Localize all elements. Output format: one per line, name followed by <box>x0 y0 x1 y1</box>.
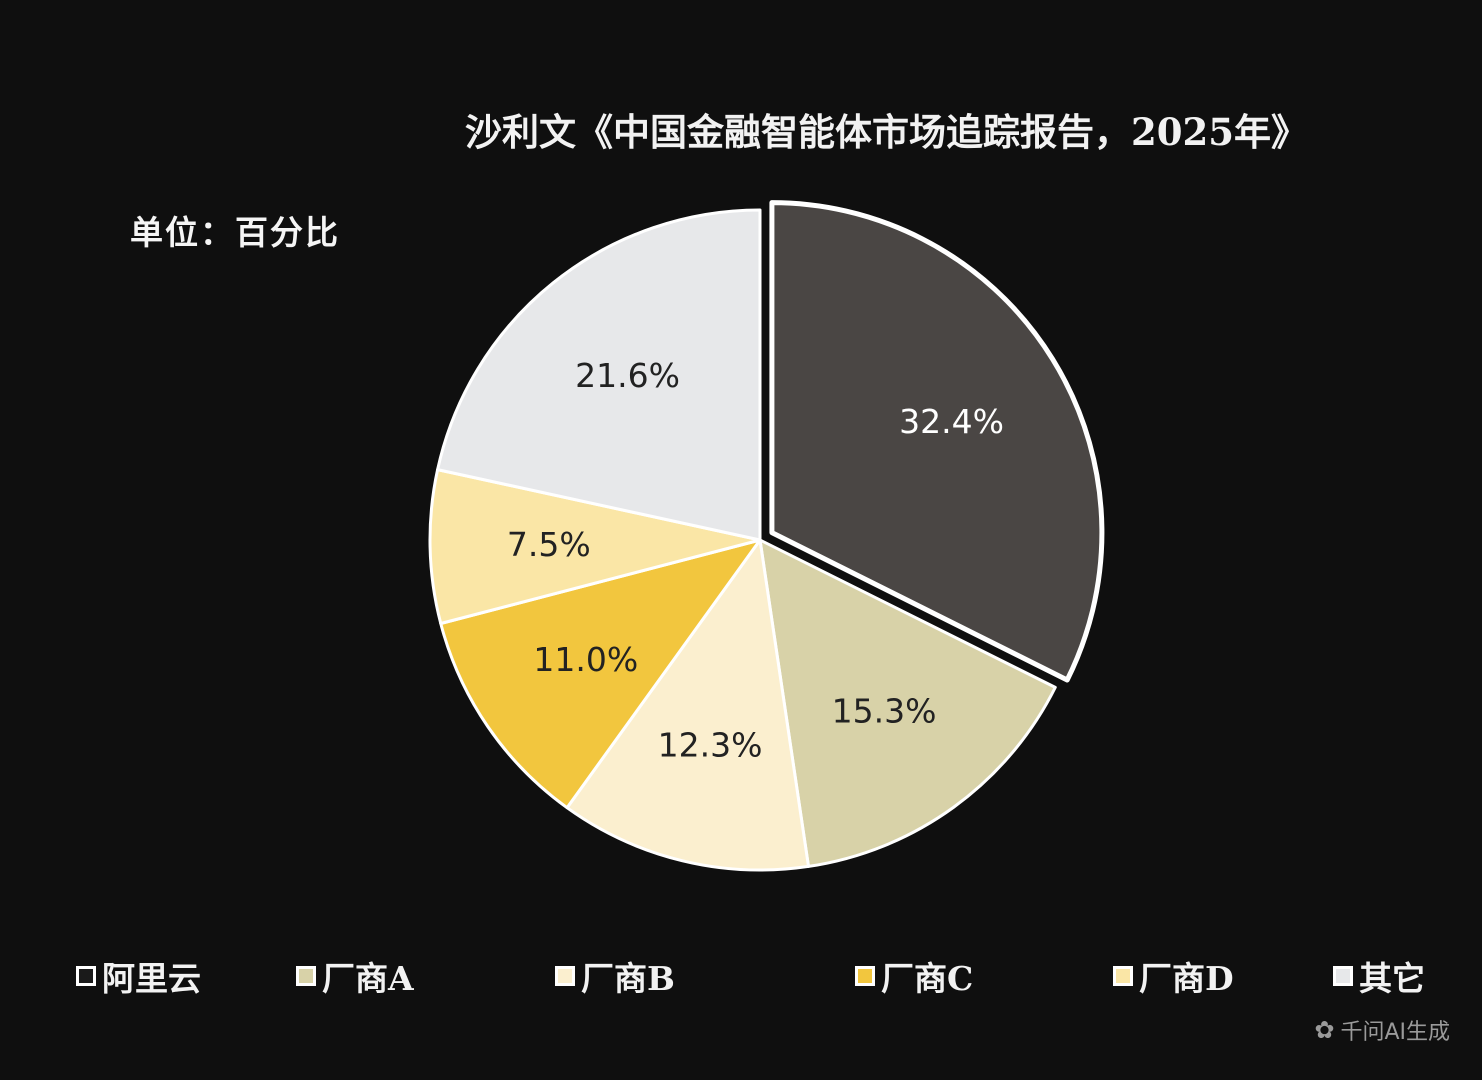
data-label: 7.5% <box>507 525 591 564</box>
pie-slice-group: 11.0% <box>439 538 762 810</box>
pie-slice <box>769 200 1105 683</box>
legend-item: 厂商A <box>296 952 414 1000</box>
legend-item: 厂商D <box>1113 952 1234 1000</box>
chart-legend: 阿里云 厂商A 厂商B 厂商C 厂商D 其它 <box>0 952 1482 1002</box>
legend-item: 厂商C <box>855 952 973 1000</box>
legend-label: 其它 <box>1359 959 1425 998</box>
pie-slice <box>439 538 762 810</box>
legend-swatch <box>296 966 316 986</box>
legend-swatch <box>1113 966 1133 986</box>
legend-label: 厂商C <box>881 959 974 998</box>
legend-label: 厂商D <box>1139 959 1234 998</box>
qianwen-logo-icon: ✿ <box>1314 1016 1335 1044</box>
legend-item: 厂商B <box>555 952 675 1000</box>
pie-slice <box>436 208 762 542</box>
pie-slice-group: 15.3% <box>758 538 1057 868</box>
pie-slice <box>428 468 762 625</box>
chart-title: 沙利文《中国金融智能体市场追踪报告，2025年》 <box>465 110 1308 154</box>
legend-item: 阿里云 <box>76 952 201 1000</box>
legend-item: 其它 <box>1333 952 1425 1000</box>
data-label: 21.6% <box>575 356 680 395</box>
legend-swatch <box>76 966 96 986</box>
legend-label: 厂商B <box>581 959 675 998</box>
pie-slice-group: 32.4% <box>769 200 1105 683</box>
legend-swatch <box>1333 966 1353 986</box>
pie-slice-group: 21.6% <box>436 208 762 542</box>
data-label: 11.0% <box>533 640 638 679</box>
legend-label: 厂商A <box>322 959 414 998</box>
pie-slice-group: 7.5% <box>428 468 762 625</box>
data-label: 12.3% <box>658 726 763 765</box>
legend-swatch <box>555 966 575 986</box>
legend-label: 阿里云 <box>102 959 201 998</box>
pie-slice-group: 12.3% <box>565 538 810 872</box>
watermark-text: 千问AI生成 <box>1340 1020 1450 1045</box>
data-label: 15.3% <box>832 691 937 730</box>
pie-slice <box>758 538 1057 868</box>
legend-swatch <box>855 966 875 986</box>
unit-label: 单位：百分比 <box>130 213 340 252</box>
watermark: ✿ 千问AI生成 <box>1314 1014 1450 1046</box>
data-label: 32.4% <box>899 402 1004 441</box>
pie-slice <box>565 538 810 872</box>
